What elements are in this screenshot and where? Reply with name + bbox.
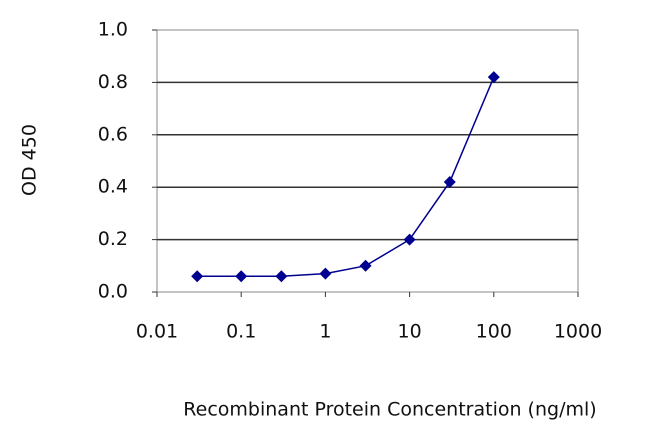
y-tick-label: 0.4 [98,176,128,198]
data-point [443,175,456,188]
y-axis-label: OD 450 [19,124,41,196]
x-axis-label: Recombinant Protein Concentration (ng/ml… [183,399,596,421]
x-tick-label: 1 [319,321,331,343]
data-point [359,259,372,272]
x-tick-label: 100 [476,321,512,343]
plot-area [156,29,579,293]
data-point [403,233,416,246]
data-point [275,270,288,283]
data-point [319,267,332,280]
x-tick-label: 0.01 [136,321,178,343]
data-line [197,76,495,278]
y-tick-label: 0.2 [98,228,128,250]
y-tick-label: 0.0 [98,281,128,303]
x-tick-label: 1000 [554,321,602,343]
x-tick-label: 10 [398,321,422,343]
data-point [487,71,500,84]
x-tick-label: 0.1 [226,321,256,343]
data-point [191,270,204,283]
data-point [235,270,248,283]
y-tick-label: 1.0 [98,19,128,41]
y-tick-label: 0.8 [98,71,128,93]
y-tick-label: 0.6 [98,123,128,145]
